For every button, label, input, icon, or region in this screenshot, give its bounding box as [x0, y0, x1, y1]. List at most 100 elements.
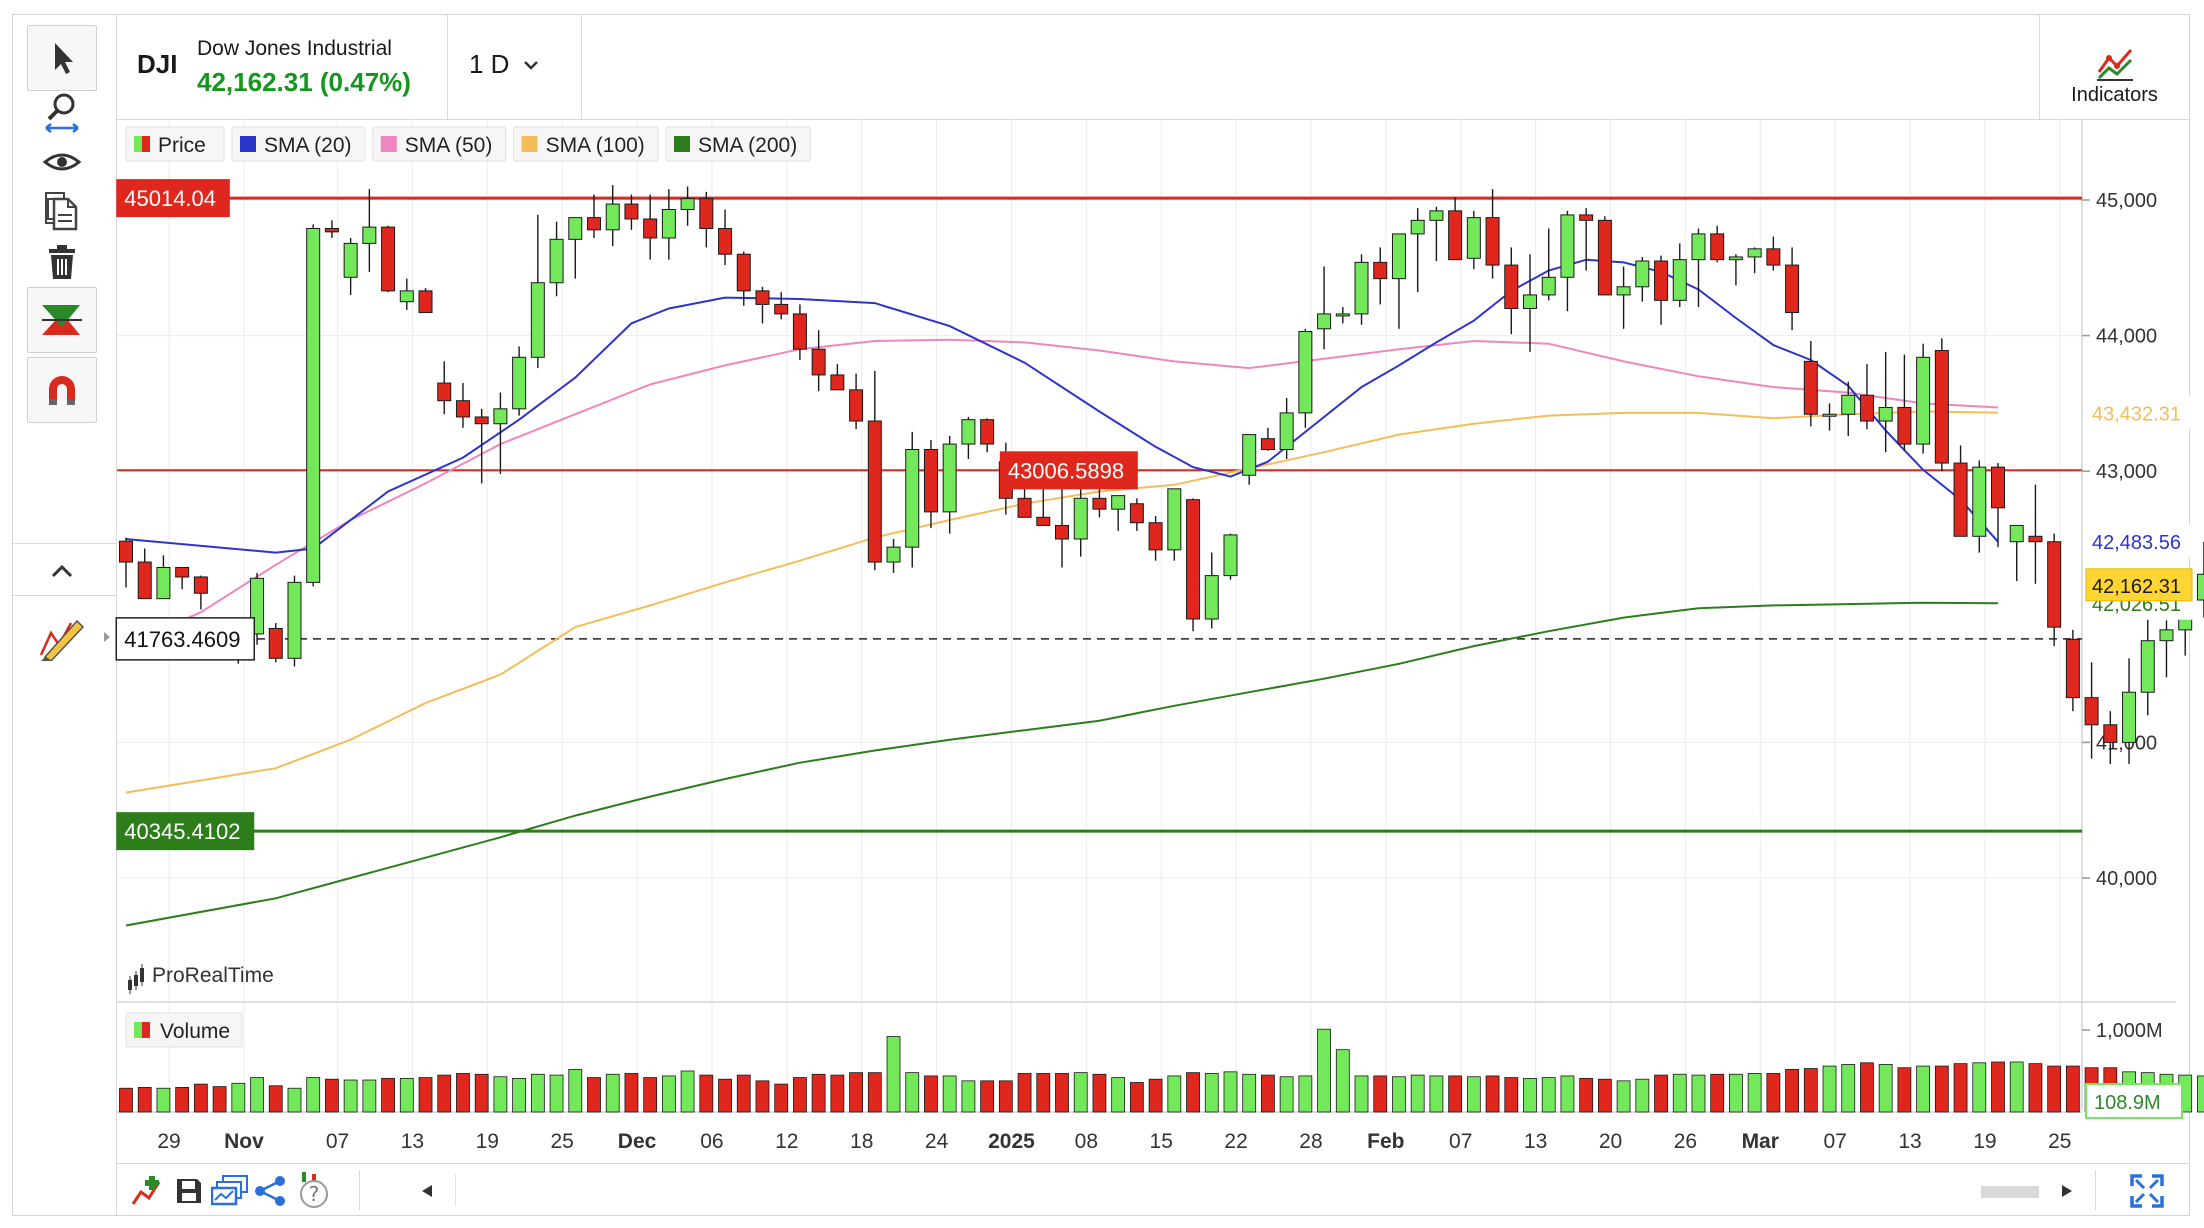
visibility-tool[interactable] — [27, 129, 97, 195]
layout-button[interactable] — [211, 1172, 251, 1210]
candle-body — [1710, 233, 1725, 261]
volume-bar — [343, 1079, 358, 1113]
candle-body — [587, 217, 601, 231]
volume-bar — [1298, 1075, 1313, 1113]
add-indicator-button[interactable] — [127, 1172, 167, 1210]
volume-bar — [886, 1036, 901, 1113]
chart-footer: ? — [117, 1163, 2189, 1216]
candle-body — [437, 382, 452, 402]
volume-bar — [1448, 1075, 1463, 1113]
volume-bar — [1822, 1065, 1837, 1113]
volume-bar — [1485, 1075, 1500, 1113]
candle-body — [1111, 495, 1126, 510]
volume-bar — [474, 1073, 489, 1113]
magnet-tool[interactable] — [27, 357, 97, 423]
candle-body — [718, 227, 733, 255]
volume-bar — [1392, 1076, 1406, 1113]
volume-bar — [1317, 1028, 1331, 1113]
chart-window: DJI Dow Jones Industrial 42,162.31 (0.47… — [12, 14, 2190, 1216]
candle — [549, 221, 564, 297]
candle-body — [1167, 488, 1182, 551]
legend-label: SMA (50) — [405, 134, 493, 157]
expand-drawing-icon[interactable] — [103, 631, 111, 643]
candle — [1073, 487, 1088, 557]
volume-bar — [268, 1085, 283, 1113]
volume-bar — [530, 1073, 545, 1113]
x-tick-label: Dec — [618, 1130, 657, 1153]
candle-body — [661, 208, 676, 239]
candle-body — [381, 226, 396, 292]
copy-icon — [45, 192, 78, 231]
help-button[interactable]: ? — [291, 1172, 331, 1210]
watermark-candle — [128, 980, 132, 990]
candle-body — [343, 242, 358, 278]
copy-tool[interactable] — [27, 177, 97, 243]
volume-bar — [1055, 1073, 1069, 1113]
zoom-icon — [45, 93, 79, 133]
candle — [1523, 254, 1537, 352]
x-tick-label: Feb — [1367, 1130, 1404, 1153]
candle-body — [455, 400, 470, 418]
level-label-box — [999, 451, 1138, 490]
volume-bar — [1186, 1072, 1200, 1113]
volume-bar — [1204, 1073, 1219, 1113]
candle — [399, 278, 414, 310]
candle — [1859, 364, 1874, 430]
volume-bar — [1466, 1076, 1481, 1113]
volume-bar — [1354, 1075, 1369, 1113]
candle-body — [324, 227, 339, 233]
zoom-tool[interactable] — [27, 79, 97, 145]
candle-body — [1766, 248, 1781, 266]
candle — [1972, 460, 1987, 553]
cursor-icon — [55, 43, 73, 74]
candle — [1354, 254, 1369, 325]
candle-body — [1317, 313, 1332, 330]
volume-bar — [736, 1074, 751, 1113]
scroll-right-button[interactable] — [2047, 1172, 2087, 1210]
candle-body — [1279, 412, 1294, 451]
candle — [2196, 541, 2204, 618]
candle-body — [961, 419, 976, 445]
volume-bar — [1672, 1073, 1687, 1113]
candle — [1934, 338, 1949, 472]
delete-tool[interactable] — [27, 229, 97, 295]
volume-bar — [325, 1078, 339, 1113]
indicators-button[interactable]: Indicators — [2039, 15, 2189, 119]
candle — [530, 214, 545, 369]
volume-bar — [362, 1079, 377, 1113]
volume-bar — [1148, 1078, 1163, 1113]
candle-body — [1466, 217, 1481, 259]
interval-selector[interactable]: 1 D — [469, 49, 539, 80]
save-button[interactable] — [169, 1172, 209, 1210]
scrollbar-thumb[interactable] — [1981, 1186, 2039, 1198]
legend-swatch — [142, 136, 150, 152]
cursor-tool[interactable] — [27, 25, 97, 91]
share-button[interactable] — [251, 1172, 291, 1210]
volume-bar — [1036, 1073, 1051, 1113]
scroll-left-button[interactable] — [407, 1172, 447, 1210]
symbol-ticker[interactable]: DJI — [137, 49, 178, 79]
candle — [418, 288, 433, 314]
candle — [1429, 206, 1444, 262]
volume-bar — [1878, 1064, 1893, 1113]
candle-body — [2196, 573, 2204, 601]
volume-bars — [119, 1028, 2204, 1113]
candle — [1335, 307, 1350, 324]
collapse-toolbar-button[interactable] — [27, 547, 97, 595]
x-tick-label: 12 — [775, 1130, 798, 1153]
candle — [699, 191, 714, 248]
candle — [362, 189, 377, 272]
trend-tool[interactable] — [27, 287, 97, 353]
candle-body — [942, 443, 957, 513]
volume-bar — [175, 1087, 190, 1113]
fullscreen-button[interactable] — [2127, 1172, 2167, 1210]
legend-swatch — [380, 136, 397, 152]
x-tick-label: 18 — [850, 1130, 873, 1153]
drawing-tool[interactable] — [27, 605, 110, 671]
candle — [437, 361, 452, 415]
y-tick-label: 45,000 — [2096, 190, 2157, 212]
candle-body — [1635, 260, 1650, 288]
candle — [1841, 381, 1856, 436]
volume-bar — [1242, 1073, 1257, 1113]
